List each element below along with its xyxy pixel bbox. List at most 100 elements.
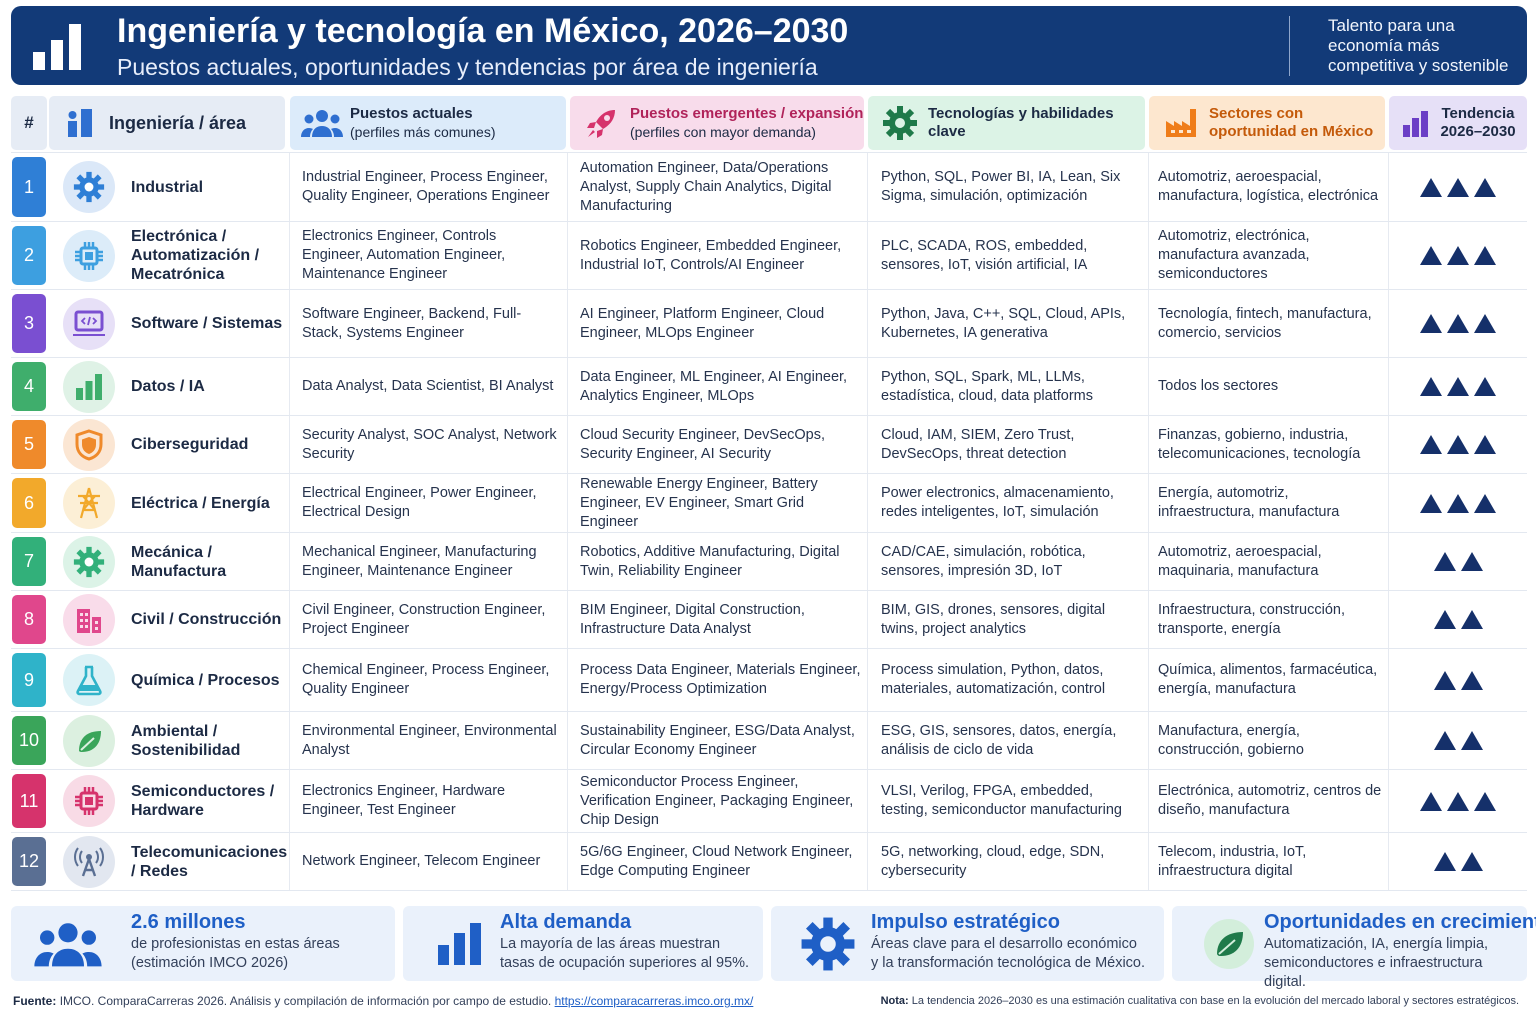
gear-icon xyxy=(878,105,922,141)
table-row: 7 Mecánica / Manufactura Mechanical Engine… xyxy=(11,533,1527,591)
area-name: Industrial xyxy=(131,178,204,196)
trend-triangle-icon xyxy=(1420,177,1442,197)
source-link[interactable]: https://comparacarreras.imco.org.mx/ xyxy=(554,994,754,1008)
table-row: 3 Software / Sistemas Software Engineer, B… xyxy=(11,290,1527,358)
card-description: La mayoría de las áreas muestran tasas de… xyxy=(500,936,750,971)
sectores-cell: Finanzas, gobierno, industria, telecomun… xyxy=(1149,416,1389,473)
emergentes-cell: Robotics, Additive Manufacturing, Digita… xyxy=(568,533,868,590)
sectores-cell: Química, alimentos, farmacéutica, energí… xyxy=(1149,649,1389,711)
trend-triangle-icon xyxy=(1447,246,1469,265)
area-cell xyxy=(11,358,290,415)
table-row: 5 Ciberseguridad Security Analyst, SOC Ana… xyxy=(11,416,1527,474)
gear-icon xyxy=(63,161,115,213)
emergentes-cell: Automation Engineer, Data/Operations Ana… xyxy=(568,153,868,221)
tendencia-cell xyxy=(1389,290,1527,357)
areas-table: # Ingeniería / área Puestos actuales (per… xyxy=(11,94,1527,891)
actuales-cell: Environmental Engineer, Environmental An… xyxy=(290,712,568,769)
tecnologias-cell: Cloud, IAM, SIEM, Zero Trust, DevSecOps,… xyxy=(868,416,1149,473)
row-number: 11 xyxy=(12,774,46,828)
emergentes-cell: Cloud Security Engineer, DevSecOps, Secu… xyxy=(568,416,868,473)
tecnologias-cell: 5G, networking, cloud, edge, SDN, cybers… xyxy=(868,833,1149,890)
col-header-tecnologias: Tecnologías y habilidades clave xyxy=(868,96,1145,150)
tendencia-cell xyxy=(1389,153,1527,221)
tendencia-cell xyxy=(1389,833,1527,890)
row-number: 9 xyxy=(12,653,46,707)
area-name: Semiconductores / Hardware xyxy=(131,783,275,819)
card-title: Impulso estratégico xyxy=(871,911,1060,933)
trend-triangle-icon xyxy=(1474,246,1496,265)
table-row: 4 Datos / IA Data Analyst, Data Scientist,… xyxy=(11,358,1527,416)
person-info-icon xyxy=(59,105,103,141)
area-name: Mecánica / Manufactura xyxy=(131,543,227,580)
page-header: Ingeniería y tecnología en México, 2026–… xyxy=(11,6,1527,85)
shield-icon xyxy=(63,418,115,471)
actuales-cell: Chemical Engineer, Process Engineer, Qua… xyxy=(290,649,568,711)
sectores-cell: Manufactura, energía, construcción, gobi… xyxy=(1149,712,1389,769)
rocket-icon xyxy=(580,105,624,141)
emergentes-cell: Semiconductor Process Engineer, Verifica… xyxy=(568,770,868,832)
tecnologias-cell: PLC, SCADA, ROS, embedded, sensores, IoT… xyxy=(868,222,1149,289)
emergentes-cell: BIM Engineer, Digital Construction, Infr… xyxy=(568,591,868,648)
table-row: 12 Telecomunicaciones / Redes Network Engi… xyxy=(11,833,1527,891)
trend-triangle-icon xyxy=(1447,377,1469,396)
row-number: 10 xyxy=(12,716,46,765)
trend-triangle-icon xyxy=(1447,493,1469,513)
row-number: 1 xyxy=(12,157,46,217)
actuales-cell: Data Analyst, Data Scientist, BI Analyst xyxy=(290,358,568,415)
trend-triangle-icon xyxy=(1447,314,1469,333)
table-row: 8 Civil / Construcción Civil Engineer, Con… xyxy=(11,591,1527,649)
actuales-cell: Civil Engineer, Construction Engineer, P… xyxy=(290,591,568,648)
tendencia-cell xyxy=(1389,358,1527,415)
col-header-tendencia: Tendencia 2026–2030 xyxy=(1389,96,1527,150)
actuales-cell: Security Analyst, SOC Analyst, Network S… xyxy=(290,416,568,473)
tecnologias-cell: Process simulation, Python, datos, mater… xyxy=(868,649,1149,711)
tendencia-cell xyxy=(1389,222,1527,289)
sectores-cell: Automotriz, electrónica, manufactura ava… xyxy=(1149,222,1389,289)
antenna-icon xyxy=(63,835,115,888)
area-cell xyxy=(11,712,290,769)
table-row: 10 Ambiental / Sostenibilidad Environmenta… xyxy=(11,712,1527,770)
trend-triangle-icon xyxy=(1460,610,1483,629)
row-number: 4 xyxy=(12,362,46,411)
area-name: Datos / IA xyxy=(131,378,205,395)
trend-triangle-icon xyxy=(1447,435,1469,454)
tendencia-cell xyxy=(1389,533,1527,590)
actuales-cell: Mechanical Engineer, Manufacturing Engin… xyxy=(290,533,568,590)
area-name: Software / Sistemas xyxy=(131,315,283,332)
trend-triangle-icon xyxy=(1420,435,1442,454)
emergentes-cell: Renewable Energy Engineer, Battery Engin… xyxy=(568,474,868,532)
table-body: 1 Industrial Industrial Engineer, Process … xyxy=(11,152,1527,891)
trend-triangle-icon xyxy=(1433,670,1456,690)
sectores-cell: Energía, automotriz, infraestructura, ma… xyxy=(1149,474,1389,532)
area-name: Telecomunicaciones / Redes xyxy=(131,843,288,880)
row-number: 7 xyxy=(12,537,46,586)
trend-triangle-icon xyxy=(1447,177,1469,197)
tecnologias-cell: Python, Java, C++, SQL, Cloud, APIs, Kub… xyxy=(868,290,1149,357)
page-title: Ingeniería y tecnología en México, 2026–… xyxy=(117,12,849,50)
row-number: 8 xyxy=(12,595,46,644)
header-divider xyxy=(1289,16,1290,76)
area-name: Ciberseguridad xyxy=(131,436,249,453)
trend-triangle-icon xyxy=(1474,493,1496,513)
area-cell xyxy=(11,649,290,711)
chip-icon xyxy=(63,229,115,282)
col-header-actuales: Puestos actuales (perfiles más comunes) xyxy=(290,96,566,150)
area-cell xyxy=(11,290,290,357)
area-cell xyxy=(11,416,290,473)
trend-triangle-icon xyxy=(1433,852,1456,871)
gear-icon xyxy=(63,535,115,588)
card-alta-demanda: Alta demanda La mayoría de las áreas mue… xyxy=(403,906,763,981)
trend-triangle-icon xyxy=(1433,731,1456,750)
emergentes-cell: AI Engineer, Platform Engineer, Cloud En… xyxy=(568,290,868,357)
tendencia-cell xyxy=(1389,770,1527,832)
trend-triangle-icon xyxy=(1474,435,1496,454)
tecnologias-cell: CAD/CAE, simulación, robótica, sensores,… xyxy=(868,533,1149,590)
sectores-cell: Automotriz, aeroespacial, maquinaria, ma… xyxy=(1149,533,1389,590)
col-header-area: Ingeniería / área xyxy=(49,96,285,150)
actuales-cell: Electrical Engineer, Power Engineer, Ele… xyxy=(290,474,568,532)
sectores-cell: Automotriz, aeroespacial, manufactura, l… xyxy=(1149,153,1389,221)
card-description: Áreas clave para el desarrollo económico… xyxy=(871,936,1146,971)
card-title: 2.6 millones xyxy=(131,911,246,933)
tecnologias-cell: BIM, GIS, drones, sensores, digital twin… xyxy=(868,591,1149,648)
people-icon xyxy=(300,105,344,141)
